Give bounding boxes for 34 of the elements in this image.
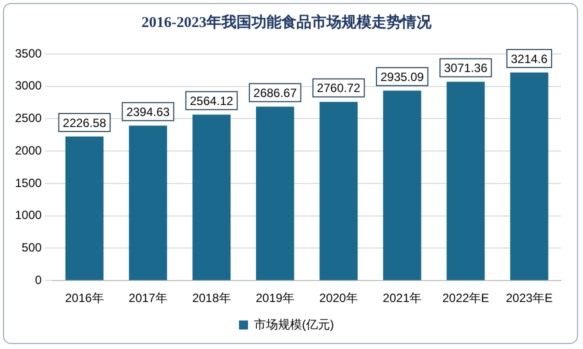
data-label: 2564.12 — [190, 94, 234, 108]
bar — [128, 126, 168, 280]
legend-label: 市场规模(亿元) — [254, 317, 334, 332]
data-label: 2760.72 — [316, 81, 361, 96]
x-tick-label: 2022年E — [442, 291, 490, 306]
bar — [446, 82, 485, 280]
data-label: 2394.63 — [126, 104, 170, 119]
y-tick-label: 3000 — [14, 78, 42, 93]
bar — [320, 102, 358, 280]
data-label: 2226.58 — [62, 116, 106, 130]
data-label: 2935.09 — [380, 70, 424, 84]
bar — [192, 114, 231, 280]
x-tick-label: 2021年 — [382, 291, 422, 306]
data-label: 2686.67 — [253, 86, 298, 100]
bar — [256, 106, 294, 280]
bar — [65, 136, 104, 280]
data-label: 3071.36 — [444, 61, 488, 76]
x-tick-label: 2017年 — [128, 291, 168, 306]
y-tick-label: 1500 — [14, 176, 42, 190]
x-tick-label: 2016年 — [65, 291, 104, 306]
y-tick-label: 0 — [35, 272, 42, 287]
x-tick-label: 2023年E — [506, 291, 553, 306]
y-tick-label: 2000 — [14, 143, 42, 158]
bar — [510, 72, 548, 280]
y-tick-label: 3500 — [14, 46, 42, 60]
y-tick-label: 2500 — [14, 111, 42, 126]
y-tick-label: 1000 — [14, 208, 42, 222]
chart-title: 2016-2023年我国功能食品市场规模走势情况 — [142, 12, 432, 31]
data-label: 3214.6 — [510, 52, 548, 66]
x-tick-label: 2019年 — [256, 291, 294, 306]
y-tick-label: 500 — [22, 240, 42, 255]
bar — [383, 90, 422, 280]
x-tick-label: 2020年 — [319, 291, 358, 306]
x-tick-label: 2018年 — [192, 291, 231, 306]
